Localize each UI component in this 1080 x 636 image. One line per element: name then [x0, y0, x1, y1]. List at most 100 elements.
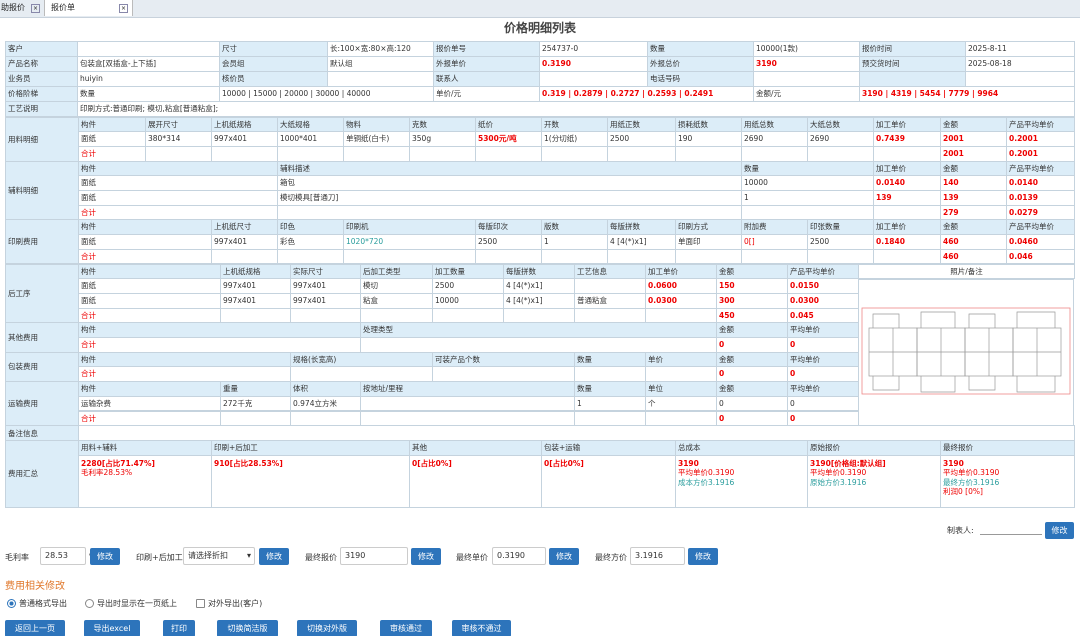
table-cell: 后工序: [5, 263, 79, 324]
table-cell: 0[占比0%]: [409, 454, 542, 508]
button[interactable]: 导出excel: [84, 620, 140, 636]
table-cell: 加工单价: [873, 219, 941, 236]
button[interactable]: 审核不通过: [452, 620, 511, 636]
table-cell: [574, 307, 646, 324]
table-cell: 300: [716, 292, 788, 309]
table-cell: 0.2001: [1006, 131, 1075, 147]
table-cell: [607, 248, 676, 265]
input[interactable]: [980, 534, 1042, 535]
table-cell: 合计: [78, 204, 278, 221]
button[interactable]: 返回上一页: [5, 620, 65, 636]
table-cell: [360, 337, 717, 353]
table-cell: 面纸: [78, 131, 146, 147]
button[interactable]: 修改: [549, 548, 579, 565]
table-cell: [290, 410, 361, 427]
table-cell: 997x401: [220, 292, 291, 309]
tab-close[interactable]: ×: [119, 4, 128, 13]
label: 普通格式导出: [19, 599, 67, 608]
table-cell: huiyin: [77, 71, 220, 87]
table-cell: 金额/元: [753, 86, 860, 102]
table-cell: 合计: [78, 145, 146, 162]
table-cell: [432, 307, 504, 324]
input[interactable]: 3.1916: [630, 547, 685, 565]
table-cell: [409, 145, 476, 162]
table-cell: 构件: [78, 322, 361, 338]
tab[interactable]: 助报价 ×: [0, 0, 45, 16]
input[interactable]: 3190: [340, 547, 408, 565]
tab-bar: [0, 0, 1080, 18]
table-cell: 997x401: [220, 278, 291, 294]
table-cell: 1: [541, 234, 608, 250]
table-cell: 997x401: [211, 234, 278, 250]
table-cell: 会员组: [219, 56, 328, 72]
radio[interactable]: [7, 599, 16, 608]
table-cell: 用料+辅料: [78, 439, 212, 456]
label: 费用相关修改: [5, 581, 65, 592]
table-cell: 金额: [940, 116, 1007, 133]
table-cell: 电话号码: [647, 71, 754, 87]
button[interactable]: 修改: [259, 548, 289, 565]
table-cell: 构件: [78, 263, 221, 280]
radio[interactable]: [85, 599, 94, 608]
label: 毛利率: [5, 553, 29, 562]
table-cell: 面纸: [78, 234, 212, 250]
tab[interactable]: 报价单 ×: [45, 0, 133, 16]
checkbox[interactable]: [196, 599, 205, 608]
button[interactable]: 切换简洁版: [217, 620, 278, 636]
table-cell: 272千克: [220, 395, 291, 412]
table-cell: 印刷费用: [5, 219, 79, 265]
table-cell: [873, 248, 941, 265]
table-cell: [574, 278, 646, 294]
button[interactable]: 修改: [411, 548, 441, 565]
table-cell: 3190 | 4319 | 5454 | 7779 | 9964: [859, 86, 1075, 102]
button[interactable]: 修改: [1045, 522, 1074, 539]
table-cell: 个: [645, 395, 717, 412]
table-cell: [607, 145, 676, 162]
summary-line: 平均单价0.3190: [943, 468, 1000, 478]
table-cell: [343, 145, 410, 162]
summary-line: 最终方价3.1916: [943, 477, 1000, 487]
table-cell: 单面印: [675, 234, 742, 250]
input[interactable]: 28.53: [40, 547, 86, 565]
table-cell: 每版印次: [475, 219, 542, 236]
summary-line: 毛利率28.53%: [81, 468, 133, 478]
table-cell: 2500: [807, 234, 874, 250]
button[interactable]: 修改: [90, 548, 120, 565]
label: 对外导出(客户): [208, 599, 263, 608]
summary-line: 平均单价0.3190: [678, 468, 735, 478]
button[interactable]: 打印: [163, 620, 195, 636]
table-cell: 0: [716, 410, 788, 427]
table-cell: 0.319 | 0.2879 | 0.2727 | 0.2593 | 0.249…: [539, 86, 754, 102]
table-cell: [645, 366, 717, 383]
table-cell: 实际尺寸: [290, 263, 361, 280]
table-cell: 工艺信息: [574, 263, 646, 280]
table-cell: 构件: [78, 381, 221, 397]
tab-label: 报价单: [51, 3, 75, 12]
summary-line: 成本方价3.1916: [678, 477, 735, 487]
summary-line: 2280[占比71.47%]: [81, 458, 155, 468]
table-cell: 产品平均单价: [787, 263, 859, 280]
table-cell: 2025-8-11: [965, 41, 1075, 57]
tab-close[interactable]: ×: [31, 4, 40, 13]
table-cell: 997x401: [211, 131, 278, 147]
table-cell: [574, 410, 646, 427]
table-cell: 0: [787, 395, 859, 412]
button[interactable]: 切换对外版: [297, 620, 357, 636]
table-cell: 用纸正数: [607, 116, 676, 133]
table-cell: [432, 366, 575, 383]
select[interactable]: 请选择折扣 ▾: [183, 547, 255, 565]
summary-line: 3190[价格组:默认组]: [810, 458, 886, 468]
table-cell: 展开尺寸: [145, 116, 212, 133]
table-cell: 金额: [716, 322, 788, 338]
table-cell: 0.2001: [1006, 145, 1075, 162]
page-title: 价格明细列表: [503, 21, 576, 35]
table-cell: 版数: [541, 219, 608, 236]
button[interactable]: 修改: [688, 548, 718, 565]
label: 印刷+后加工: [136, 553, 183, 562]
table-cell: 139: [940, 190, 1007, 206]
button[interactable]: 审核通过: [380, 620, 432, 636]
table-cell: 1000*401: [277, 131, 344, 147]
table-cell: 物料: [343, 116, 410, 133]
input[interactable]: 0.3190: [492, 547, 546, 565]
